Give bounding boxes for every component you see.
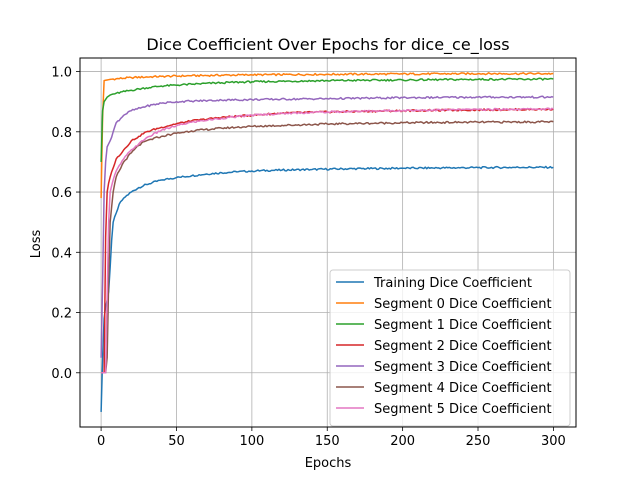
x-tick-label: 200 <box>390 434 415 449</box>
legend-label-4: Segment 3 Dice Coefficient <box>374 360 552 375</box>
legend-label-3: Segment 2 Dice Coefficient <box>374 339 552 354</box>
y-axis-label: Loss <box>29 230 44 259</box>
x-axis-label: Epochs <box>305 456 352 471</box>
legend-label-6: Segment 5 Dice Coefficient <box>374 402 552 417</box>
series-line-4 <box>100 95 554 358</box>
series-line-6 <box>101 107 554 374</box>
ticks: 0 50 100 150 200 250 300 0.0 0.2 0.4 0.6 0.8 1.0 <box>51 66 565 449</box>
x-tick-label: 0 <box>97 434 105 449</box>
series-line-5 <box>101 120 554 374</box>
legend: Training Dice Coefficient Segment 0 Dice … <box>329 269 571 427</box>
legend-box <box>329 269 571 427</box>
y-tick-label: 0.4 <box>51 246 72 261</box>
x-tick-label: 300 <box>541 434 566 449</box>
y-tick-label: 0.8 <box>51 126 72 141</box>
x-tick-label: 150 <box>315 434 340 449</box>
y-tick-label: 0.2 <box>51 307 72 322</box>
y-tick-label: 0.0 <box>51 367 72 382</box>
x-tick-label: 100 <box>239 434 264 449</box>
legend-label-5: Segment 4 Dice Coefficient <box>374 381 552 396</box>
series-lines <box>100 72 554 412</box>
series-line-0 <box>100 165 554 412</box>
legend-label-2: Segment 1 Dice Coefficient <box>374 318 552 333</box>
axes-frame <box>79 57 577 428</box>
legend-label-0: Training Dice Coefficient <box>373 276 532 291</box>
chart-title: Dice Coefficient Over Epochs for dice_ce… <box>146 35 509 55</box>
series-line-2 <box>100 77 554 162</box>
x-tick-label: 50 <box>168 434 185 449</box>
y-tick-label: 1.0 <box>51 66 72 81</box>
x-tick-label: 250 <box>466 434 491 449</box>
series-line-1 <box>100 72 554 199</box>
y-tick-label: 0.6 <box>51 186 72 201</box>
legend-label-1: Segment 0 Dice Coefficient <box>374 297 552 312</box>
